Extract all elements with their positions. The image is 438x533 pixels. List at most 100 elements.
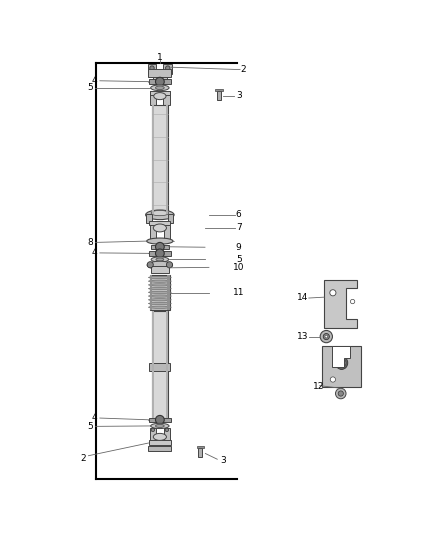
Bar — [153, 77, 167, 80]
Bar — [150, 427, 156, 445]
Bar — [166, 106, 168, 214]
Bar — [150, 275, 170, 310]
Bar — [164, 427, 170, 445]
Circle shape — [155, 415, 164, 424]
Bar — [163, 64, 172, 74]
Bar — [149, 221, 170, 225]
Ellipse shape — [151, 85, 169, 91]
Ellipse shape — [148, 276, 171, 279]
Ellipse shape — [153, 224, 166, 232]
Bar — [152, 311, 154, 418]
Ellipse shape — [147, 261, 173, 269]
Ellipse shape — [155, 86, 164, 90]
Bar — [167, 275, 170, 310]
Circle shape — [166, 66, 170, 70]
Circle shape — [350, 300, 355, 304]
Circle shape — [330, 377, 336, 382]
Circle shape — [325, 335, 328, 338]
Ellipse shape — [147, 238, 173, 244]
Text: 4: 4 — [92, 248, 97, 257]
Ellipse shape — [151, 211, 169, 216]
Bar — [150, 275, 152, 310]
Ellipse shape — [148, 298, 171, 301]
Bar — [152, 311, 168, 418]
Circle shape — [323, 334, 329, 340]
Bar — [149, 79, 171, 84]
Bar — [152, 106, 168, 214]
Circle shape — [338, 391, 343, 396]
Ellipse shape — [151, 423, 169, 429]
Bar — [150, 225, 156, 241]
Bar — [151, 266, 169, 273]
Bar — [163, 91, 170, 106]
Bar — [150, 91, 156, 106]
Text: 11: 11 — [233, 288, 244, 297]
Text: 12: 12 — [313, 382, 325, 391]
Circle shape — [155, 243, 164, 251]
Text: 2: 2 — [240, 65, 246, 74]
Bar — [149, 251, 171, 255]
Ellipse shape — [148, 302, 171, 304]
Bar — [152, 106, 154, 214]
Ellipse shape — [155, 424, 164, 427]
Bar — [148, 64, 156, 74]
Circle shape — [155, 249, 164, 258]
Circle shape — [330, 290, 336, 296]
Bar — [149, 440, 171, 445]
Text: 6: 6 — [236, 211, 242, 219]
Ellipse shape — [148, 287, 171, 290]
Circle shape — [150, 66, 154, 70]
Circle shape — [155, 77, 164, 86]
Text: 4: 4 — [92, 413, 97, 422]
Polygon shape — [322, 346, 361, 387]
Ellipse shape — [148, 280, 171, 282]
Circle shape — [147, 262, 153, 268]
Ellipse shape — [153, 433, 166, 440]
Circle shape — [151, 428, 155, 432]
Text: 9: 9 — [236, 243, 242, 252]
Text: 7: 7 — [236, 223, 242, 232]
Bar — [215, 88, 223, 91]
Bar — [150, 91, 170, 95]
Circle shape — [320, 330, 332, 343]
Ellipse shape — [148, 295, 171, 297]
Text: 4: 4 — [92, 76, 97, 85]
Circle shape — [165, 428, 169, 432]
Text: 10: 10 — [233, 263, 244, 272]
Bar — [146, 214, 152, 223]
Bar — [149, 364, 170, 371]
Ellipse shape — [151, 257, 169, 262]
Text: 5: 5 — [236, 255, 242, 264]
Text: 2: 2 — [81, 454, 86, 463]
Bar — [197, 446, 204, 448]
Text: 14: 14 — [297, 293, 308, 302]
Polygon shape — [332, 346, 350, 367]
Polygon shape — [324, 280, 357, 328]
Circle shape — [337, 359, 346, 367]
Bar — [164, 225, 170, 241]
Bar — [148, 446, 171, 451]
Ellipse shape — [336, 356, 348, 369]
Text: 13: 13 — [297, 332, 308, 341]
Bar — [148, 69, 171, 77]
Ellipse shape — [148, 291, 171, 294]
Bar — [168, 214, 173, 223]
Bar — [166, 311, 168, 418]
Text: 1: 1 — [157, 53, 163, 62]
Text: 5: 5 — [87, 83, 93, 92]
Text: 8: 8 — [87, 238, 93, 247]
Circle shape — [336, 388, 346, 399]
Bar — [217, 91, 221, 101]
Text: 3: 3 — [236, 91, 242, 100]
Ellipse shape — [148, 284, 171, 286]
Circle shape — [166, 262, 173, 268]
Bar — [149, 418, 171, 422]
Ellipse shape — [148, 306, 171, 308]
Bar — [198, 448, 202, 457]
Ellipse shape — [154, 93, 166, 100]
Bar — [151, 245, 169, 249]
Ellipse shape — [156, 258, 164, 261]
Text: 3: 3 — [220, 456, 226, 465]
Text: 5: 5 — [87, 422, 93, 431]
Ellipse shape — [145, 210, 174, 220]
